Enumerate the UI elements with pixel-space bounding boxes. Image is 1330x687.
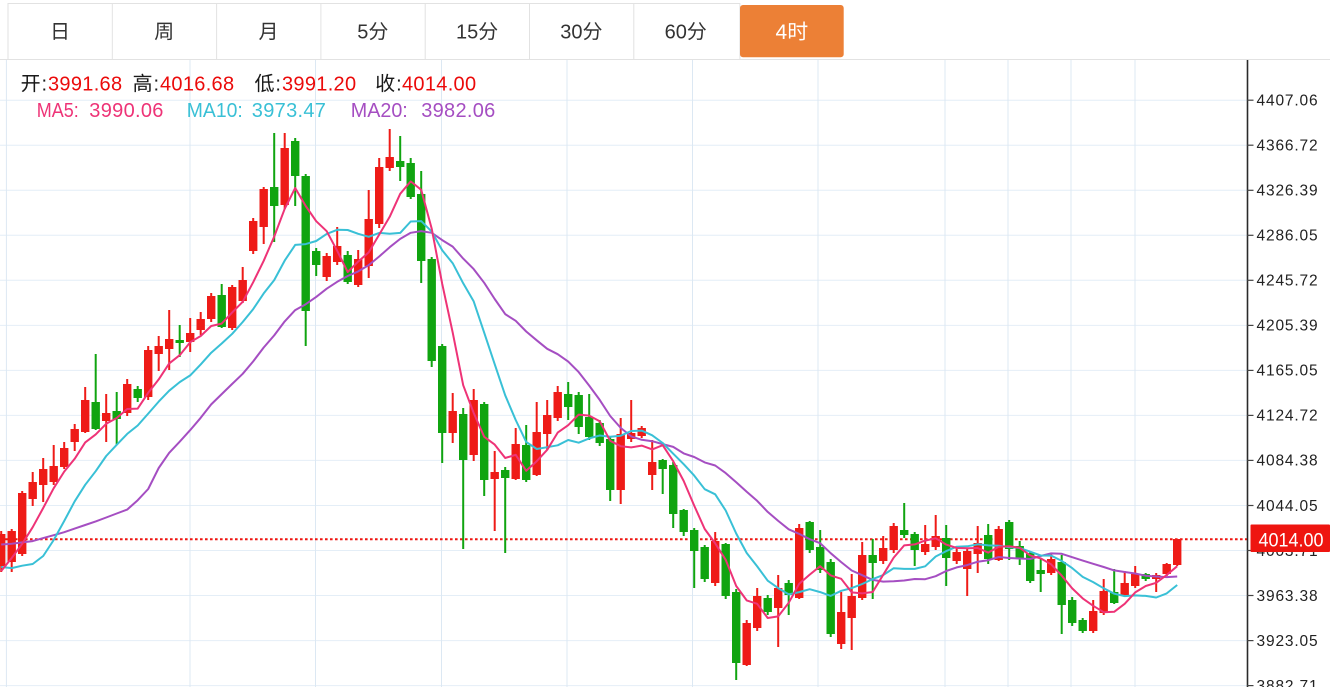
svg-text:4286.05: 4286.05 bbox=[1257, 228, 1319, 245]
svg-text:5: 5 bbox=[357, 22, 368, 44]
svg-text:60: 60 bbox=[665, 22, 687, 44]
svg-text:3923.05: 3923.05 bbox=[1257, 633, 1319, 650]
svg-text::: : bbox=[154, 74, 160, 96]
svg-text:4245.72: 4245.72 bbox=[1257, 273, 1319, 290]
svg-text::: : bbox=[42, 74, 48, 96]
svg-text:3963.38: 3963.38 bbox=[1257, 588, 1319, 605]
svg-text:4084.38: 4084.38 bbox=[1257, 453, 1319, 470]
svg-text:4124.72: 4124.72 bbox=[1257, 408, 1319, 425]
svg-text:4014.00: 4014.00 bbox=[1259, 530, 1324, 552]
svg-text:4407.06: 4407.06 bbox=[1257, 93, 1319, 110]
svg-text:4205.39: 4205.39 bbox=[1257, 318, 1319, 335]
svg-text:4016.68: 4016.68 bbox=[160, 74, 234, 96]
svg-text:3882.71: 3882.71 bbox=[1257, 678, 1319, 687]
svg-text:4165.05: 4165.05 bbox=[1257, 363, 1319, 380]
svg-text:4044.05: 4044.05 bbox=[1257, 498, 1319, 515]
svg-text:MA10:: MA10: bbox=[187, 100, 243, 122]
svg-text::: : bbox=[396, 74, 402, 96]
svg-text:4: 4 bbox=[776, 21, 788, 44]
svg-text:3982.06: 3982.06 bbox=[421, 100, 495, 122]
svg-text::: : bbox=[275, 74, 281, 96]
svg-text:3973.47: 3973.47 bbox=[252, 100, 326, 122]
svg-text:30: 30 bbox=[560, 22, 582, 44]
svg-text:4326.39: 4326.39 bbox=[1257, 183, 1319, 200]
svg-text:3991.68: 3991.68 bbox=[48, 74, 122, 96]
svg-text:4014.00: 4014.00 bbox=[402, 74, 476, 96]
svg-text:3991.20: 3991.20 bbox=[282, 74, 356, 96]
svg-text:MA20:: MA20: bbox=[351, 100, 408, 122]
svg-text:3990.06: 3990.06 bbox=[89, 100, 163, 122]
svg-text:MA5:: MA5: bbox=[37, 100, 79, 122]
svg-text:15: 15 bbox=[456, 22, 478, 44]
svg-text:4366.72: 4366.72 bbox=[1257, 138, 1319, 155]
